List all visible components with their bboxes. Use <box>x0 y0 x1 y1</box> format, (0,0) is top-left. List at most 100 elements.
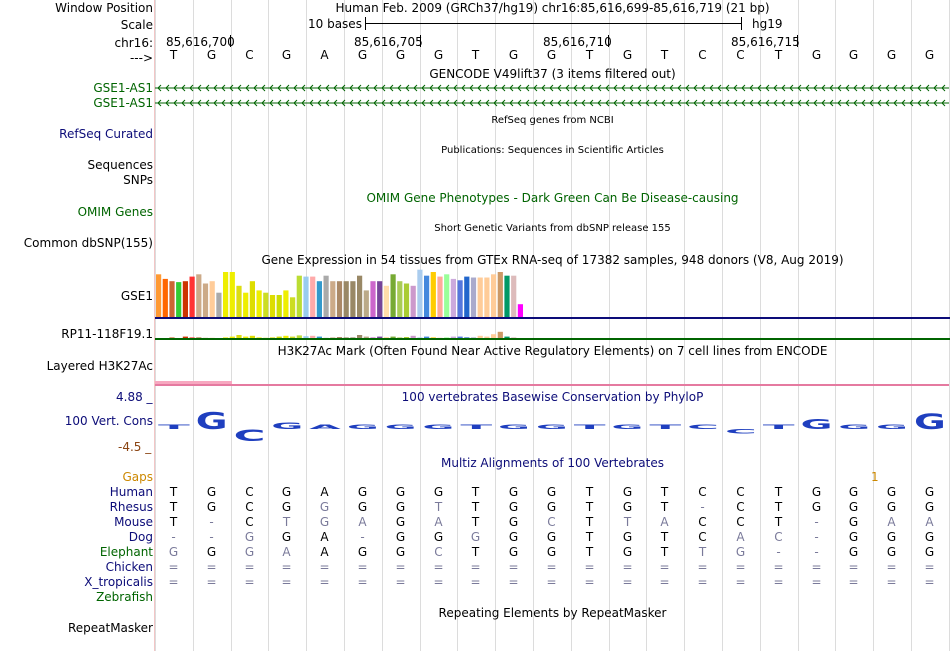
phylop-track-title: 100 vertebrates Basewise Conservation by… <box>401 390 704 404</box>
multiz-species-label[interactable]: Zebrafish <box>96 590 153 604</box>
h3k27ac-track-label[interactable]: Layered H3K27Ac <box>46 359 153 373</box>
phylop-min-label: -4.5 _ <box>118 440 152 454</box>
gtex-bar <box>484 336 490 339</box>
multiz-species-label[interactable]: Dog <box>128 530 153 544</box>
gtex-bar <box>223 272 229 318</box>
multiz-base: = <box>433 560 444 574</box>
multiz-base: = <box>773 575 784 589</box>
multiz-base: G <box>546 530 557 544</box>
phylop-letter: T <box>158 424 197 431</box>
multiz-base: = <box>546 560 557 574</box>
multiz-base: G <box>206 500 217 514</box>
multiz-base: T <box>585 485 594 499</box>
scale-bar-right-cap <box>741 17 742 30</box>
tick-label: 85,616,710 <box>543 35 612 49</box>
multiz-base: G <box>508 500 519 514</box>
multiz-base: T <box>623 515 632 529</box>
multiz-base: G <box>357 545 368 559</box>
multiz-base: = <box>244 575 255 589</box>
margin-rule <box>154 0 155 651</box>
multiz-base: = <box>168 560 179 574</box>
gtex-bar <box>484 277 490 318</box>
scale-label[interactable]: Scale <box>120 18 153 32</box>
multiz-base: G <box>319 500 330 514</box>
sequences-track-label[interactable]: Sequences <box>87 158 153 172</box>
multiz-species-label[interactable]: Rhesus <box>109 500 153 514</box>
base-letter: G <box>622 48 633 62</box>
phylop-letter: G <box>838 424 870 431</box>
gtex-expression-bars[interactable] <box>155 266 950 341</box>
multiz-species-label[interactable]: Elephant <box>99 545 153 559</box>
window-position-label[interactable]: Window Position <box>55 1 153 15</box>
base-letter: G <box>206 48 217 62</box>
gtex-bar <box>464 276 470 318</box>
position-text: Human Feb. 2009 (GRCh37/hg19) chr16:85,6… <box>335 1 770 15</box>
multiz-species-label[interactable]: Human <box>109 485 153 499</box>
multiz-base: G <box>433 530 444 544</box>
base-grid-line <box>495 0 496 651</box>
chrom-label[interactable]: chr16: <box>114 36 153 50</box>
multiz-base: G <box>924 485 935 499</box>
gtex-bar <box>249 335 255 339</box>
tick-mark <box>420 35 421 47</box>
gencode-item-label[interactable]: GSE1-AS1 <box>93 81 153 95</box>
h3k27ac-signal <box>155 384 949 386</box>
gtex-bar <box>444 274 450 318</box>
gtex-bar <box>310 335 316 339</box>
multiz-base: A <box>887 515 896 529</box>
phylop-letter: G <box>876 424 908 431</box>
base-grid-line <box>268 0 269 651</box>
gtex-bar <box>189 276 195 318</box>
multiz-base: A <box>320 530 329 544</box>
base-grid-line <box>911 0 912 651</box>
multiz-base: = <box>848 575 859 589</box>
gtex-bar <box>196 274 202 318</box>
gtex-gene-label[interactable]: GSE1 <box>120 289 153 303</box>
multiz-base: G <box>206 545 217 559</box>
multiz-base: = <box>319 575 330 589</box>
multiz-base: G <box>811 485 822 499</box>
phylop-track-label[interactable]: 100 Vert. Cons <box>64 414 153 428</box>
strand-label: ---> <box>129 51 153 65</box>
dbsnp-track-label[interactable]: Common dbSNP(155) <box>23 236 153 250</box>
multiz-base: = <box>357 575 368 589</box>
refseq-track-label[interactable]: RefSeq Curated <box>59 127 153 141</box>
tick-mark <box>608 35 609 47</box>
multiz-species-label[interactable]: Chicken <box>105 560 153 574</box>
multiz-species-label[interactable]: X_tropicalis <box>84 575 153 589</box>
phylop-letter: A <box>309 424 343 431</box>
gtex-bar <box>363 290 369 318</box>
multiz-base: T <box>169 500 178 514</box>
gtex-gene-label[interactable]: RP11-118F19.1 <box>61 327 153 341</box>
snps-track-label[interactable]: SNPs <box>123 173 153 187</box>
gtex-bar <box>424 275 430 318</box>
gtex-bar <box>383 285 389 318</box>
gtex-bar <box>457 336 463 339</box>
gaps-label[interactable]: Gaps <box>122 470 153 484</box>
gtex-bar <box>176 282 182 318</box>
base-letter: C <box>736 48 745 62</box>
gtex-bar <box>497 272 503 318</box>
gencode-item-label[interactable]: GSE1-AS1 <box>93 96 153 110</box>
multiz-species-label[interactable]: Mouse <box>114 515 153 529</box>
gtex-bar <box>370 281 376 318</box>
multiz-base: G <box>281 530 292 544</box>
gtex-bar <box>417 269 423 318</box>
multiz-base: = <box>319 560 330 574</box>
multiz-base: G <box>244 545 255 559</box>
repeatmasker-track-label[interactable]: RepeatMasker <box>67 621 153 635</box>
omim-track-label[interactable]: OMIM Genes <box>77 205 153 219</box>
multiz-base: = <box>697 575 708 589</box>
gencode-gene-body[interactable] <box>155 81 949 111</box>
multiz-base: G <box>546 545 557 559</box>
phylop-letter: G <box>385 424 417 431</box>
multiz-base: A <box>925 515 934 529</box>
gtex-bar <box>330 281 336 318</box>
multiz-base: G <box>924 545 935 559</box>
gtex-bar <box>290 297 296 318</box>
multiz-base: = <box>811 560 822 574</box>
gtex-bar <box>437 276 443 318</box>
gtex-bar <box>491 334 497 339</box>
